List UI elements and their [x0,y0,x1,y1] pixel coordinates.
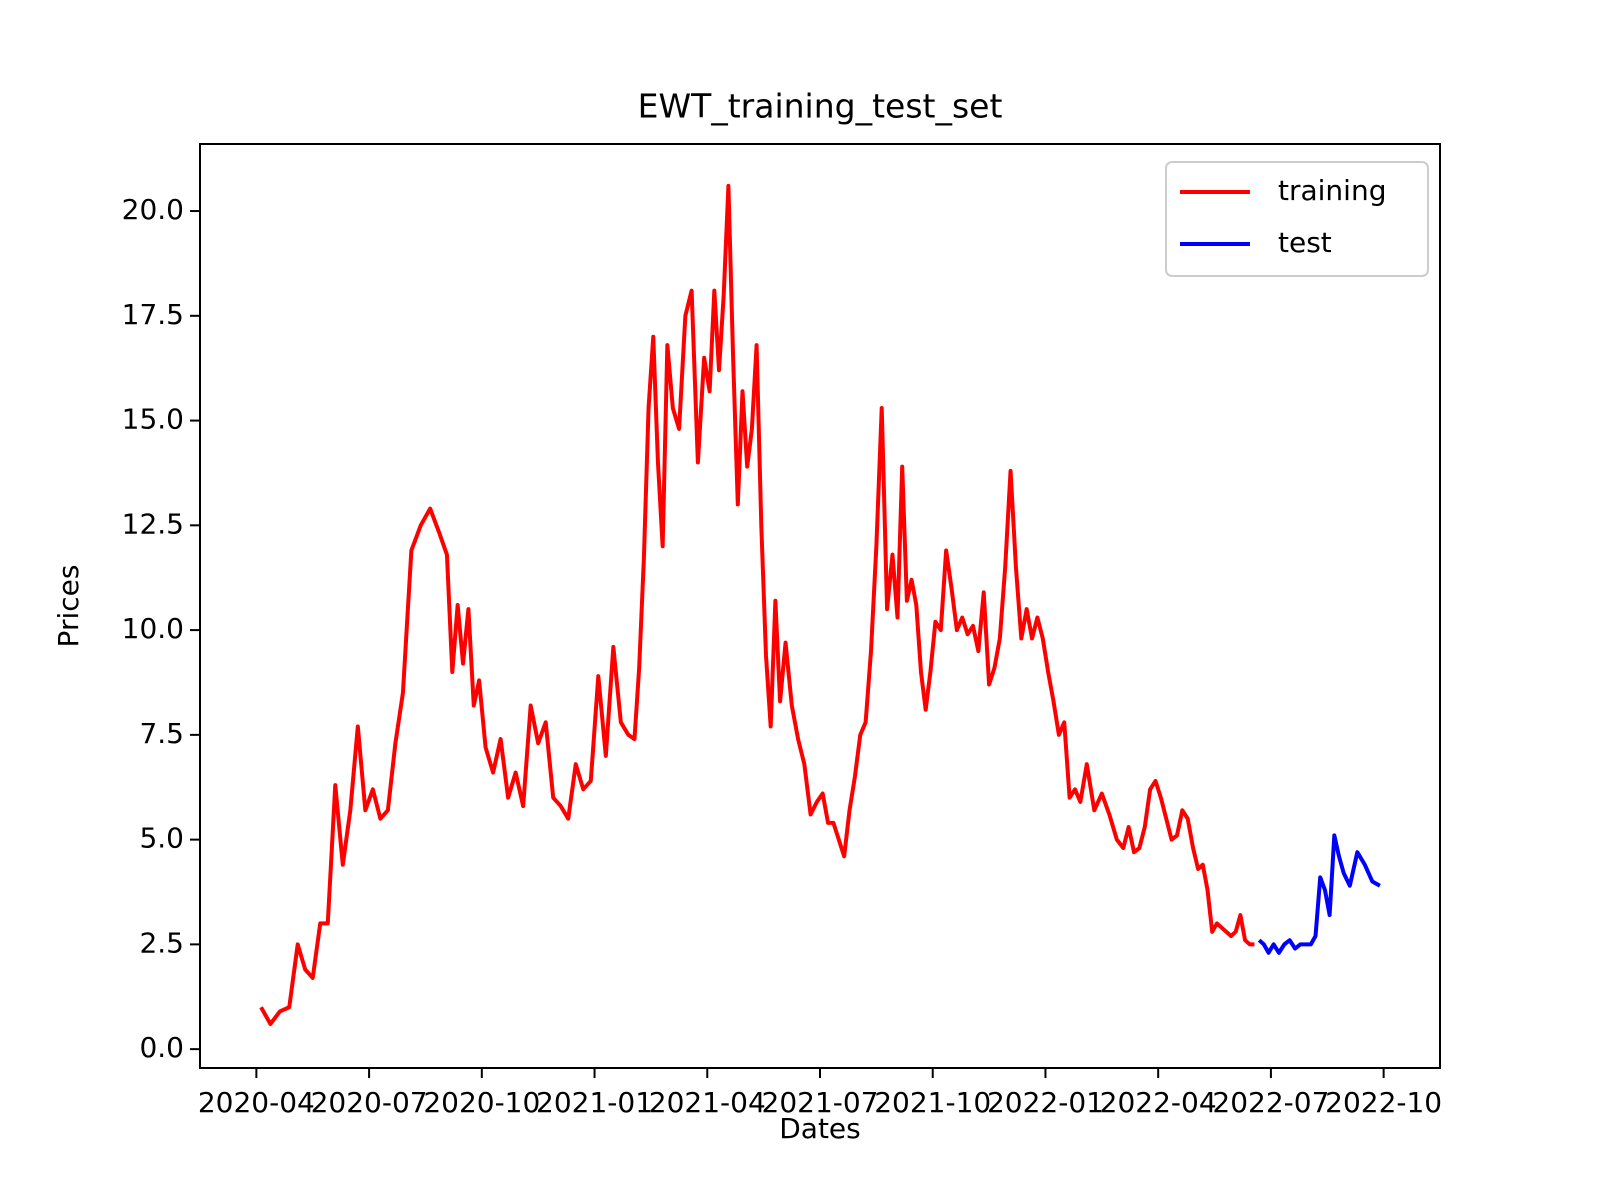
x-axis-label: Dates [779,1112,861,1145]
x-tick-label: 2022-10 [1325,1086,1442,1119]
legend-label: test [1278,226,1332,259]
y-tick-label: 10.0 [122,612,184,645]
series-line [1257,833,1381,955]
x-tick-label: 2022-07 [1212,1086,1329,1119]
y-tick-label: 17.5 [122,298,184,331]
y-tick-label: 20.0 [122,193,184,226]
y-tick-label: 2.5 [139,926,184,959]
y-tick-label: 12.5 [122,507,184,540]
plot-frame [199,143,1441,1069]
y-tick-label: 0.0 [139,1031,184,1064]
y-tick-label: 15.0 [122,403,184,436]
series-line [259,183,1255,1026]
x-tick-label: 2020-04 [198,1086,315,1119]
y-axis-label: Prices [52,565,85,648]
x-tick-label: 2022-01 [987,1086,1104,1119]
y-tick-label: 7.5 [139,717,184,750]
x-tick-label: 2021-10 [874,1086,991,1119]
x-tick-label: 2021-01 [536,1086,653,1119]
chart-title: EWT_training_test_set [638,87,1003,126]
x-tick-label: 2020-10 [423,1086,540,1119]
x-tick-label: 2021-04 [649,1086,766,1119]
legend-label: training [1278,174,1386,207]
x-tick-label: 2022-04 [1100,1086,1217,1119]
y-tick-label: 5.0 [139,822,184,855]
x-tick-label: 2020-07 [311,1086,428,1119]
x-tick-label: 2021-07 [762,1086,879,1119]
